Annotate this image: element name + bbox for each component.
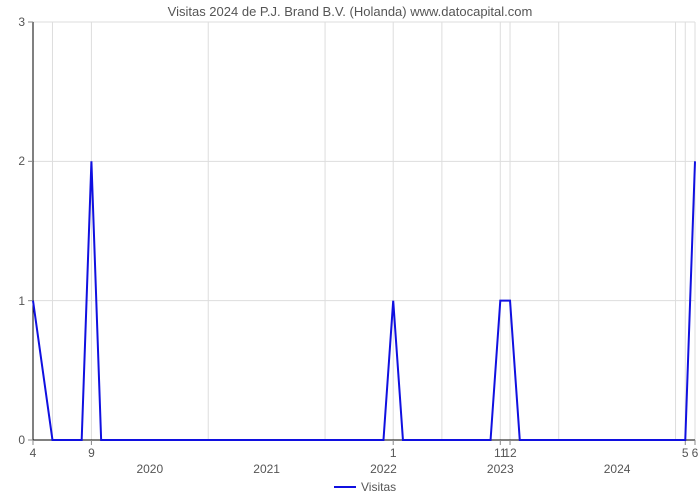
xtick-top-label: 6 (692, 446, 699, 460)
plot-area (33, 22, 695, 440)
xtick-top-label: 1 (390, 446, 397, 460)
legend: Visitas (334, 480, 396, 494)
plot-svg (33, 22, 695, 440)
xtick-bottom-label: 2022 (370, 462, 397, 476)
ytick-label: 0 (5, 433, 25, 447)
xtick-top-label: 4 (30, 446, 37, 460)
xtick-bottom-label: 2024 (604, 462, 631, 476)
legend-swatch (334, 486, 356, 488)
ytick-label: 2 (5, 154, 25, 168)
xtick-bottom-label: 2023 (487, 462, 514, 476)
xtick-top-label: 12 (503, 446, 516, 460)
ytick-label: 3 (5, 15, 25, 29)
legend-label: Visitas (361, 480, 396, 494)
chart-title: Visitas 2024 de P.J. Brand B.V. (Holanda… (0, 4, 700, 19)
xtick-bottom-label: 2021 (253, 462, 280, 476)
ytick-label: 1 (5, 294, 25, 308)
xtick-bottom-label: 2020 (136, 462, 163, 476)
xtick-top-label: 5 (682, 446, 689, 460)
xtick-top-label: 9 (88, 446, 95, 460)
